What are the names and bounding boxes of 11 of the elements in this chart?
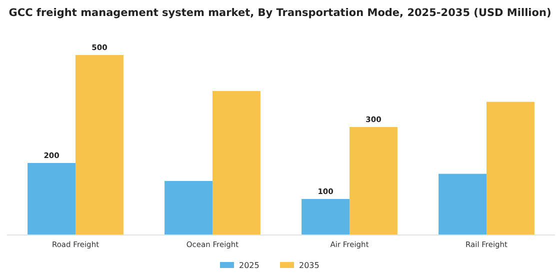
bar xyxy=(76,55,124,235)
legend-label: 2025 xyxy=(239,261,260,270)
bar xyxy=(28,163,76,235)
bar xyxy=(164,181,212,235)
bar xyxy=(212,91,260,235)
bar xyxy=(486,102,534,235)
bar xyxy=(438,174,486,235)
legend-label: 2035 xyxy=(299,261,320,270)
bar xyxy=(350,127,398,235)
bar xyxy=(302,199,350,235)
chart-title: GCC freight management system market, By Transportation Mode, 2025-2035 (USD Million) xyxy=(8,7,552,19)
